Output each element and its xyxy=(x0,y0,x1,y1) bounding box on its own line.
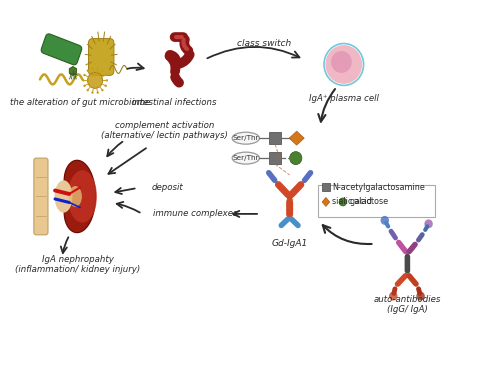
Text: N-acetylgalactosamine: N-acetylgalactosamine xyxy=(332,183,425,191)
Circle shape xyxy=(86,89,89,91)
Circle shape xyxy=(104,74,107,76)
Text: the alteration of gut microbiome: the alteration of gut microbiome xyxy=(10,98,150,107)
FancyBboxPatch shape xyxy=(34,158,48,235)
FancyBboxPatch shape xyxy=(269,152,280,164)
Circle shape xyxy=(83,85,86,87)
Ellipse shape xyxy=(68,170,97,223)
Text: Gd-IgA1: Gd-IgA1 xyxy=(271,239,308,248)
Circle shape xyxy=(91,67,94,70)
Text: class switch: class switch xyxy=(237,39,291,48)
Text: deposit: deposit xyxy=(151,184,183,193)
Circle shape xyxy=(104,85,107,87)
Text: sialic acid: sialic acid xyxy=(332,197,372,206)
Polygon shape xyxy=(69,67,77,76)
Circle shape xyxy=(96,91,99,94)
FancyBboxPatch shape xyxy=(322,183,330,191)
Text: intestinal infections: intestinal infections xyxy=(132,98,217,107)
Circle shape xyxy=(389,292,398,301)
Polygon shape xyxy=(64,160,95,233)
Circle shape xyxy=(286,193,293,200)
Circle shape xyxy=(381,216,389,225)
Text: Ser/Thr: Ser/Thr xyxy=(233,155,259,161)
Text: IgA nephropahty
(inflammation/ kidney injury): IgA nephropahty (inflammation/ kidney in… xyxy=(15,255,140,274)
Circle shape xyxy=(339,198,347,206)
Circle shape xyxy=(416,292,425,301)
Circle shape xyxy=(424,220,433,229)
Circle shape xyxy=(331,51,352,73)
Circle shape xyxy=(325,45,362,84)
Text: galactose: galactose xyxy=(350,197,389,206)
Text: immune complexes: immune complexes xyxy=(153,209,238,218)
Polygon shape xyxy=(289,131,304,145)
Circle shape xyxy=(87,73,103,88)
FancyBboxPatch shape xyxy=(41,34,82,65)
Ellipse shape xyxy=(69,186,82,207)
Text: auto-antibodies
(IgG/ IgA): auto-antibodies (IgG/ IgA) xyxy=(374,295,441,314)
Circle shape xyxy=(101,89,104,91)
Circle shape xyxy=(83,74,86,76)
Polygon shape xyxy=(322,197,330,206)
FancyBboxPatch shape xyxy=(88,39,114,76)
Text: Ser/Thr: Ser/Thr xyxy=(233,135,259,141)
FancyBboxPatch shape xyxy=(269,132,280,144)
Ellipse shape xyxy=(232,152,259,164)
Circle shape xyxy=(86,70,89,72)
Ellipse shape xyxy=(232,132,259,144)
Circle shape xyxy=(101,70,104,72)
Text: IgA⁺ plasma cell: IgA⁺ plasma cell xyxy=(309,94,379,103)
Ellipse shape xyxy=(54,180,72,213)
FancyBboxPatch shape xyxy=(318,184,435,217)
Circle shape xyxy=(106,79,108,82)
Circle shape xyxy=(96,67,99,70)
Text: complement activation
(alternative/ lectin pathways): complement activation (alternative/ lect… xyxy=(101,120,228,140)
Circle shape xyxy=(289,151,302,165)
Circle shape xyxy=(82,79,84,82)
Circle shape xyxy=(91,91,94,94)
